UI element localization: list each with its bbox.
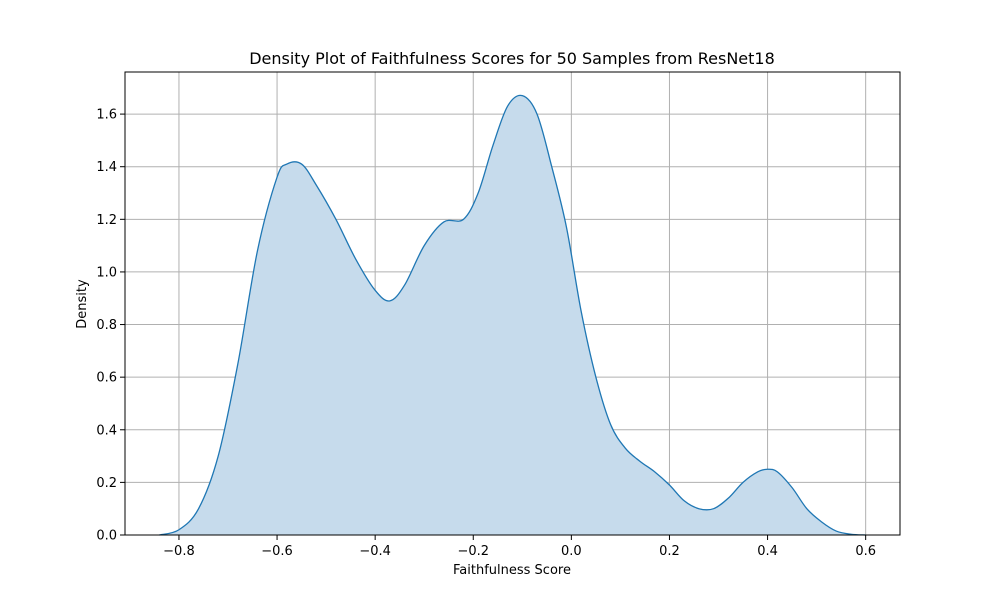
y-tick-label: 1.4 xyxy=(96,160,117,175)
y-tick-label: 0.2 xyxy=(96,476,117,491)
x-tick-label: −0.8 xyxy=(163,544,195,559)
y-tick-label: 0.0 xyxy=(96,529,117,544)
x-tick-label: −0.4 xyxy=(359,544,391,559)
chart-title: Density Plot of Faithfulness Scores for … xyxy=(249,49,775,68)
density-curve-line xyxy=(159,94,866,536)
y-tick-label: 0.6 xyxy=(96,371,117,386)
y-tick-label: 0.8 xyxy=(96,318,117,333)
y-tick-label: 1.2 xyxy=(96,213,117,228)
x-axis-label: Faithfulness Score xyxy=(453,563,571,578)
plot-frame xyxy=(124,71,901,536)
y-axis-ticks: 0.0 0.2 0.4 0.6 0.8 1.0 1.2 1.4 1.6 xyxy=(96,108,125,544)
x-tick-label: 0.2 xyxy=(659,544,680,559)
x-tick-label: −0.2 xyxy=(457,544,489,559)
x-tick-label: −0.6 xyxy=(261,544,293,559)
y-tick-label: 1.0 xyxy=(96,265,117,280)
x-tick-label: 0.0 xyxy=(561,544,582,559)
x-tick-label: 0.6 xyxy=(855,544,876,559)
x-axis-ticks: −0.8 −0.6 −0.4 −0.2 0.0 0.2 0.4 0.6 xyxy=(163,535,876,559)
y-axis-label: Density xyxy=(75,279,90,329)
y-tick-label: 1.6 xyxy=(96,108,117,123)
density-area-fill xyxy=(159,95,866,535)
x-tick-label: 0.4 xyxy=(757,544,778,559)
y-tick-label: 0.4 xyxy=(96,423,117,438)
